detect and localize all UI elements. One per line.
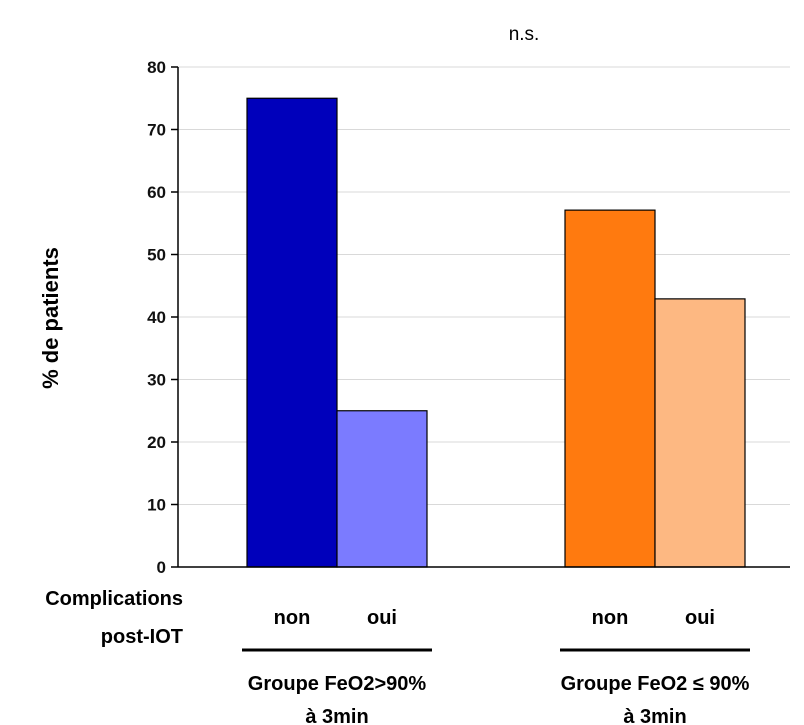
bar-2-oui: [654, 298, 746, 568]
category-label: oui: [367, 607, 397, 629]
category-label: non: [592, 607, 629, 629]
y-tick-label: 40: [147, 308, 166, 327]
y-tick-label: 50: [147, 246, 166, 265]
bars: [246, 97, 746, 568]
y-tick-label: 60: [147, 183, 166, 202]
y-axis-label: % de patients: [38, 247, 63, 389]
group-labels: Groupe FeO2>90% à 3min Groupe FeO2 ≤ 90% à …: [242, 648, 750, 725]
category-label: oui: [685, 607, 715, 629]
group-label: à 3min: [305, 706, 368, 725]
y-tick-label: 0: [157, 558, 166, 577]
group-label: à 3min: [623, 706, 686, 725]
y-tick-label: 80: [147, 58, 166, 77]
y-tick-label: 20: [147, 433, 166, 452]
category-label: non: [274, 607, 311, 629]
bar-2-non: [564, 209, 656, 568]
y-tick-labels: 0 10 20 30 40 50 60 70 80: [147, 58, 166, 577]
group-label: Groupe FeO2>90%: [248, 673, 427, 695]
bar-1-non: [246, 97, 338, 568]
category-labels: non oui non oui: [274, 607, 715, 629]
bar-1-oui: [336, 410, 428, 568]
row-title-line-1: Complications: [45, 588, 183, 610]
row-title-line-2: post-IOT: [101, 626, 183, 648]
y-tick-label: 10: [147, 496, 166, 515]
y-tick-label: 70: [147, 121, 166, 140]
significance-annotation: n.s.: [509, 24, 540, 45]
y-axis: [171, 66, 790, 568]
group-label: Groupe FeO2 ≤ 90%: [561, 673, 750, 695]
y-tick-label: 30: [147, 371, 166, 390]
